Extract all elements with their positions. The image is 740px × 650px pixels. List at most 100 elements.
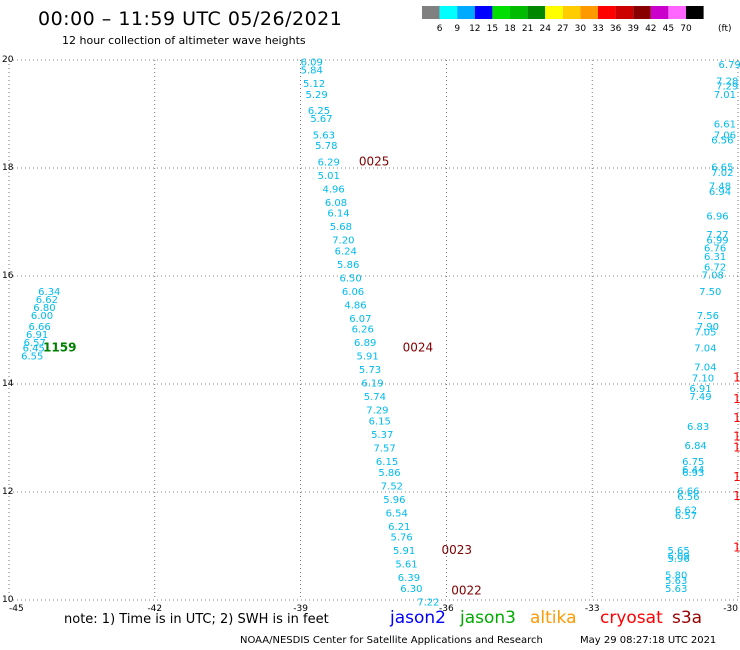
swh-value: 5.86 <box>378 468 400 479</box>
x-tick-label: -30 <box>723 604 738 614</box>
legend-label: 9 <box>454 24 460 34</box>
pass-time-label: 1032 <box>733 411 740 425</box>
pass-time-label: 1032 <box>733 430 740 444</box>
legend-swatch <box>545 6 563 19</box>
swh-value: 6.55 <box>21 352 43 363</box>
swh-value: 5.74 <box>364 392 386 403</box>
swh-value: 6.61 <box>714 120 736 131</box>
swh-value: 6.89 <box>354 338 376 349</box>
pass-time-label: 1032 <box>733 441 740 455</box>
pass-time-label: 0022 <box>451 584 482 598</box>
swh-value: 6.80 <box>33 303 55 314</box>
legend-label: 18 <box>504 24 516 34</box>
swh-value: 6.72 <box>704 263 726 274</box>
legend-label: 21 <box>522 24 533 34</box>
legend-swatch <box>457 6 475 19</box>
legend-swatch <box>580 6 598 19</box>
swh-value: 7.06 <box>714 130 736 141</box>
swh-value: 5.73 <box>359 365 381 376</box>
swh-value: 7.57 <box>374 444 396 455</box>
swh-value: 4.96 <box>322 184 344 195</box>
pass-time-label: 1032 <box>733 370 740 384</box>
legend: 6 9 12 15 18 21 24 27 30 33 36 39 42 45 70 (ft) <box>422 6 732 34</box>
legend-swatch <box>492 6 510 19</box>
swh-value: 6.07 <box>349 314 371 325</box>
y-tick-label: 16 <box>2 271 14 281</box>
swh-value: 7.48 <box>709 182 731 193</box>
swh-value: 6.96 <box>706 211 728 222</box>
swh-value: 7.04 <box>694 363 716 374</box>
legend-swatch <box>422 6 440 19</box>
swh-value: 7.27 <box>706 230 728 241</box>
swh-value: 6.91 <box>26 330 48 341</box>
swh-value: 7.10 <box>692 373 714 384</box>
y-tick-label: 14 <box>2 379 14 389</box>
y-tick-label: 18 <box>2 163 14 173</box>
swh-value: 6.56 <box>711 136 733 147</box>
swh-value: 6.93 <box>682 468 704 479</box>
swh-value: 5.86 <box>337 260 359 271</box>
swh-value: 5.78 <box>315 141 337 152</box>
pass-time-label: 0023 <box>442 543 473 557</box>
swh-value: 7.52 <box>381 481 403 492</box>
swh-value: 6.65 <box>711 163 733 174</box>
legend-swatch <box>562 6 581 19</box>
data-points: 6.095.845.125.296.255.675.635.786.295.01… <box>21 57 740 608</box>
swh-value: 6.45 <box>23 344 45 355</box>
x-tick-label: -42 <box>147 604 162 614</box>
swh-value: 5.63 <box>665 576 687 587</box>
sat-label-jason2: jason2 <box>390 608 446 628</box>
legend-label: 42 <box>645 24 656 34</box>
swh-value: 6.57 <box>675 511 697 522</box>
swh-value: 5.67 <box>310 114 332 125</box>
sat-label-altika: altika <box>530 608 577 628</box>
swh-value: 6.94 <box>709 187 731 198</box>
swh-value: 6.66 <box>677 487 699 498</box>
swh-value: 6.08 <box>325 198 347 209</box>
grid <box>8 59 739 601</box>
swh-value: 7.04 <box>694 344 716 355</box>
x-tick-label: -33 <box>585 604 600 614</box>
swh-value: 6.09 <box>668 552 690 563</box>
swh-value: 6.25 <box>308 106 330 117</box>
swh-value: 6.75 <box>682 457 704 468</box>
swh-value: 6.57 <box>24 338 46 349</box>
credit-line: NOAA/NESDIS Center for Satellite Applica… <box>240 635 543 646</box>
legend-swatch <box>650 6 669 19</box>
swh-value: 5.96 <box>383 495 405 506</box>
swh-value: 6.09 <box>301 57 323 68</box>
legend-swatch <box>527 6 546 19</box>
legend-swatch <box>633 6 651 19</box>
legend-swatch <box>474 6 493 19</box>
swh-value: 7.90 <box>697 322 719 333</box>
swh-value: 6.66 <box>28 322 50 333</box>
legend-swatch <box>598 6 616 19</box>
axis-ticks: -45 -42 -39 -36 -33 -30 10 12 14 16 18 20 <box>2 55 738 614</box>
swh-value: 6.15 <box>369 417 391 428</box>
swh-value: 5.84 <box>301 66 323 77</box>
legend-label: 70 <box>680 24 692 34</box>
swh-value: 7.28 <box>716 76 738 87</box>
legend-unit: (ft) <box>718 24 732 34</box>
legend-label: 24 <box>539 24 551 34</box>
pass-time-label: 1032 <box>733 540 740 554</box>
swh-value: 6.39 <box>398 573 420 584</box>
legend-label: 39 <box>627 24 639 34</box>
swh-value: 5.29 <box>305 90 327 101</box>
swh-value: 5.76 <box>391 533 413 544</box>
legend-label: 6 <box>437 24 443 34</box>
legend-label: 15 <box>487 24 498 34</box>
legend-swatch <box>686 6 704 19</box>
legend-swatch <box>510 6 528 19</box>
legend-label: 30 <box>575 24 587 34</box>
swh-value: 6.21 <box>388 522 410 533</box>
generated-date: May 29 08:27:18 UTC 2021 <box>580 635 717 646</box>
swh-value: 6.31 <box>704 252 726 263</box>
y-tick-label: 20 <box>2 55 14 65</box>
swh-value: 6.26 <box>352 325 374 336</box>
swh-value: 6.56 <box>677 492 699 503</box>
legend-swatch <box>615 6 634 19</box>
swh-value: 6.19 <box>361 379 383 390</box>
swh-value: 4.86 <box>344 300 366 311</box>
swh-value: 7.22 <box>417 597 439 608</box>
